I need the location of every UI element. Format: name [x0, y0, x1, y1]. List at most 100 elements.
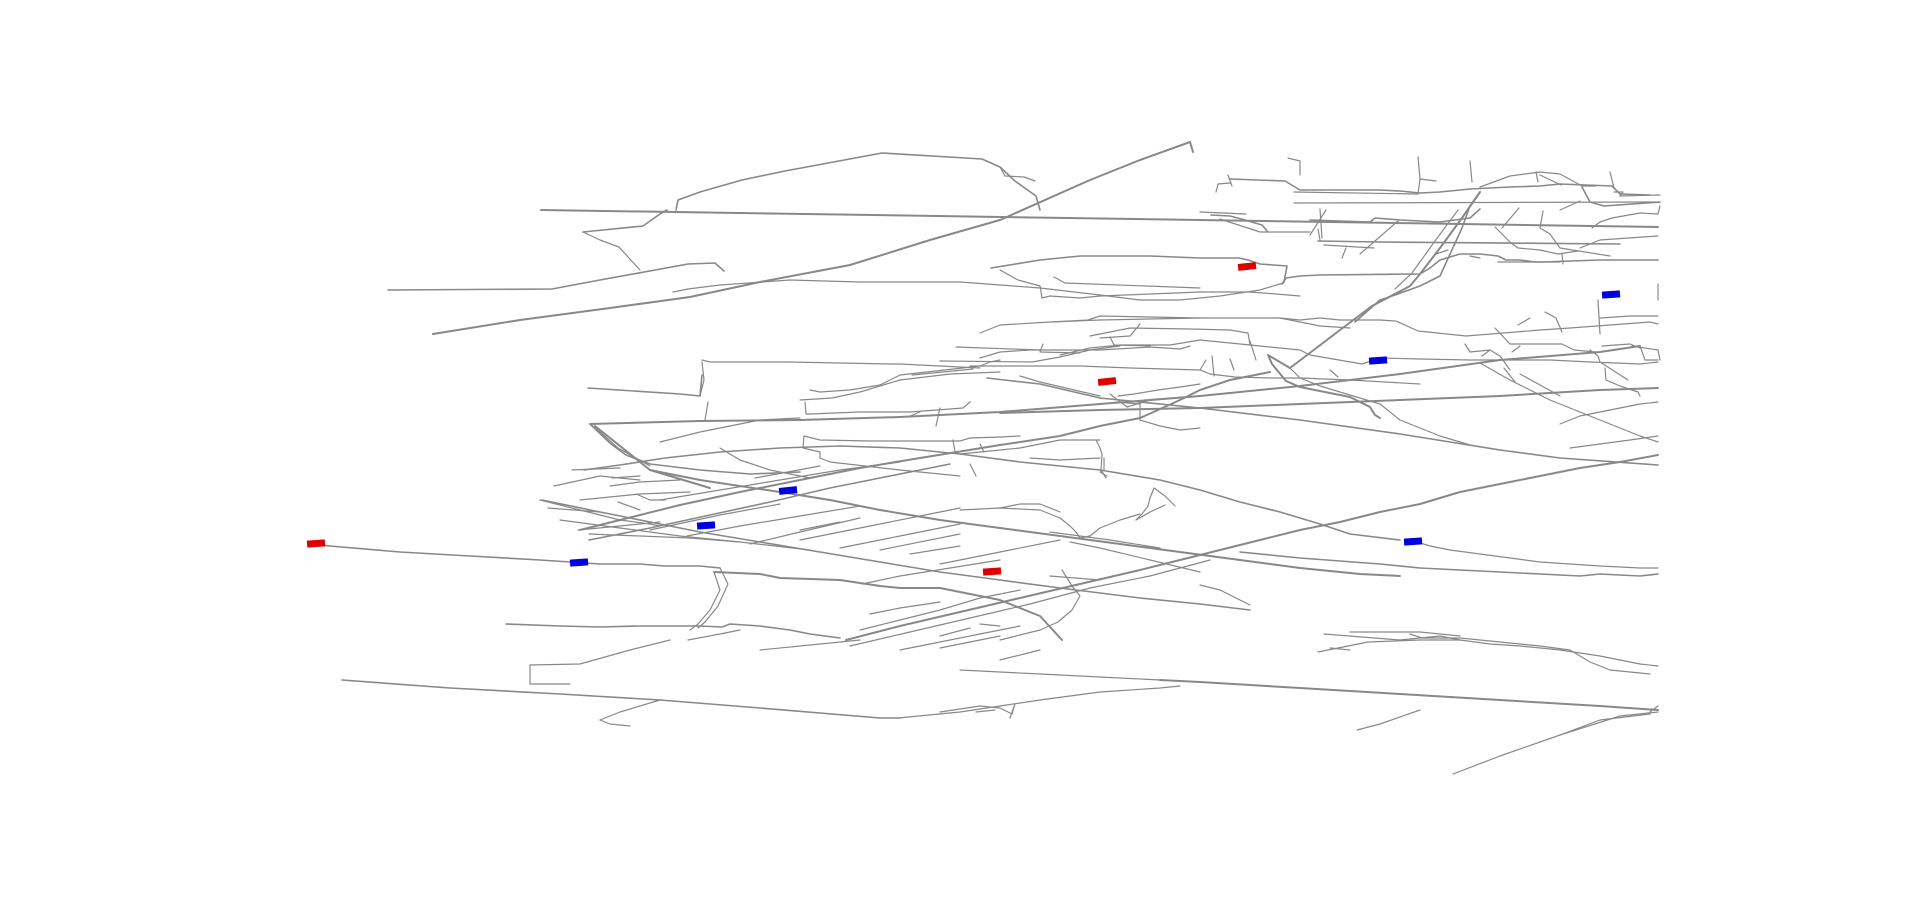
road-segment — [599, 699, 661, 721]
road-segment — [1569, 435, 1659, 449]
road-segment — [672, 279, 1284, 301]
road-segment — [1249, 340, 1257, 361]
road-segment — [1211, 355, 1215, 377]
road-segment — [1469, 255, 1481, 259]
road-segment — [1199, 584, 1251, 606]
road-segment — [1199, 359, 1207, 371]
road-segment — [1059, 339, 1659, 365]
road-segment — [799, 521, 841, 531]
marker-blue-2[interactable] — [1368, 356, 1388, 365]
road-segment — [1215, 182, 1231, 193]
road-segment — [859, 589, 1021, 631]
road-segment — [1609, 171, 1615, 189]
road-segment — [1053, 276, 1201, 289]
road-segment — [559, 519, 811, 551]
road-segment — [1210, 214, 1269, 233]
road-segment — [582, 231, 641, 271]
road-segment — [1089, 327, 1251, 346]
road-segment — [635, 493, 666, 501]
road-segment — [979, 317, 1396, 334]
road-segment — [1639, 345, 1659, 361]
road-segment — [1319, 208, 1323, 239]
marker-red-4[interactable] — [306, 539, 326, 548]
road-segment — [1329, 369, 1339, 378]
road-segment — [1219, 218, 1311, 233]
road-segment — [999, 569, 1081, 641]
road-segment — [999, 166, 1036, 182]
road-segment — [505, 623, 841, 639]
road-segment — [1589, 349, 1629, 381]
road-segment — [609, 479, 681, 487]
road-segment — [659, 461, 901, 501]
road-segment — [1417, 156, 1421, 180]
road-segment — [897, 685, 1181, 719]
road-segment — [990, 255, 1288, 284]
road-segment — [1051, 315, 1201, 323]
road-segment — [879, 533, 961, 551]
road-segment — [547, 507, 601, 513]
road-segment — [1559, 200, 1581, 211]
road-segment — [899, 625, 1021, 651]
road-segment — [1317, 639, 1461, 653]
road-segment — [979, 345, 1191, 359]
road-segment — [1099, 323, 1141, 339]
road-segment — [701, 359, 981, 369]
road-segment — [1511, 345, 1521, 353]
road-segment — [1049, 531, 1161, 549]
road-segment — [999, 387, 1659, 414]
marker-red-3[interactable] — [982, 567, 1002, 576]
road-segment — [749, 517, 861, 545]
road-segment — [1159, 679, 1659, 711]
road-segment — [1452, 711, 1659, 775]
road-segment — [1519, 373, 1561, 397]
road-segment — [959, 507, 1141, 539]
road-network — [317, 141, 1661, 775]
road-segment — [1239, 551, 1659, 577]
road-segment — [1561, 253, 1564, 265]
road-segment — [589, 423, 801, 475]
road-segment — [959, 669, 1161, 681]
road-segment — [1115, 401, 1201, 431]
road-segment — [704, 401, 709, 421]
road-segment — [1289, 191, 1481, 369]
road-segment — [909, 545, 961, 555]
road-segment — [1517, 317, 1531, 326]
road-segment — [599, 719, 631, 727]
road-segment — [1153, 487, 1176, 507]
road-segment — [1031, 345, 1121, 363]
road-segment — [1591, 205, 1661, 229]
road-segment — [1559, 713, 1651, 736]
road-segment — [861, 559, 1001, 585]
marker-red-1[interactable] — [1237, 262, 1257, 271]
road-segment — [699, 361, 705, 397]
road-segment — [1579, 235, 1659, 249]
road-segment — [1501, 207, 1520, 229]
road-segment — [589, 345, 1641, 425]
road-segment — [1229, 178, 1651, 196]
marker-blue-6[interactable] — [1403, 537, 1423, 546]
road-segment — [687, 629, 741, 641]
road-segment — [713, 571, 1063, 641]
road-segment — [1323, 244, 1375, 249]
road-segment — [529, 664, 571, 685]
road-segment — [939, 635, 1001, 649]
road-segment — [1349, 631, 1461, 637]
marker-red-2[interactable] — [1097, 377, 1117, 386]
road-segment — [1309, 209, 1327, 236]
marker-blue-3[interactable] — [778, 486, 798, 495]
road-segment — [1539, 210, 1611, 257]
road-segment — [1329, 647, 1351, 651]
marker-blue-5[interactable] — [569, 558, 589, 567]
marker-blue-4[interactable] — [696, 521, 716, 530]
road-segment — [1309, 208, 1481, 223]
road-segment — [1559, 401, 1659, 425]
road-segment — [869, 601, 941, 615]
road-segment — [999, 269, 1041, 287]
road-segment — [999, 503, 1061, 513]
marker-blue-1[interactable] — [1601, 290, 1621, 299]
road-segment — [540, 209, 1659, 228]
road-segment — [583, 445, 1401, 541]
road-segment — [939, 539, 1061, 565]
road-segment — [686, 505, 861, 537]
